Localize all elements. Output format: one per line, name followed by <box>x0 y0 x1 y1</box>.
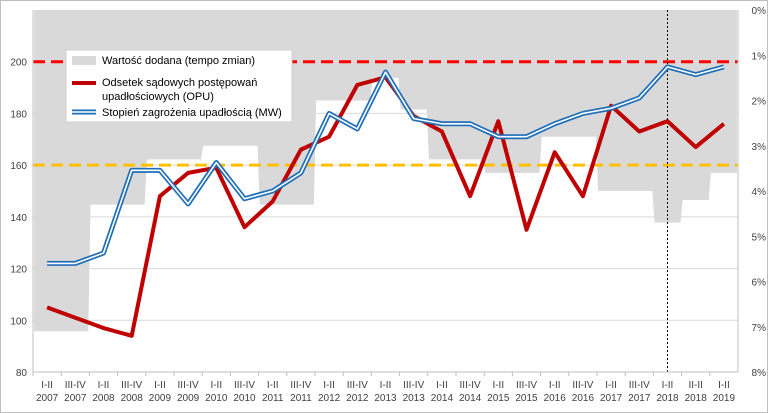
x-tick-label-period: III-IV <box>178 380 199 391</box>
line-mw-inner <box>47 66 725 265</box>
x-tick-label-period: I-II <box>718 380 730 391</box>
x-tick-label-year: 2015 <box>515 393 538 404</box>
x-tick-label-year: 2018 <box>656 393 679 404</box>
y-left-tick-label: 80 <box>16 368 28 379</box>
x-tick-label-period: III-IV <box>347 380 368 391</box>
x-tick-label-period: I-II <box>210 380 222 391</box>
x-tick-label-year: 2019 <box>713 393 736 404</box>
legend-label-area: Wartość dodana (tempo zmian) <box>102 55 255 67</box>
x-tick-label-year: 2010 <box>233 393 256 404</box>
x-tick-label-period: I-II <box>323 380 335 391</box>
x-tick-label-year: 2013 <box>374 393 397 404</box>
x-tick-label-period: III-IV <box>65 380 86 391</box>
x-tick-label-period: I-II <box>380 380 392 391</box>
x-tick-label-year: 2007 <box>64 393 87 404</box>
x-tick-label-period: III-IV <box>234 380 255 391</box>
legend-label-opu: Odsetek sądowych postępowań upadłościowyc… <box>102 77 257 103</box>
x-tick-label-period: III-IV <box>403 380 424 391</box>
x-tick-label-year: 2009 <box>149 393 172 404</box>
x-tick-label-year: 2017 <box>628 393 651 404</box>
x-tick-label-period: I-II <box>436 380 448 391</box>
x-tick-label-year: 2012 <box>346 393 369 404</box>
x-tick-label-year: 2010 <box>205 393 228 404</box>
x-tick-label-year: 2013 <box>403 393 426 404</box>
y-right-tick-label: 6% <box>752 278 767 289</box>
x-tick-label-period: III-IV <box>460 380 481 391</box>
x-tick-label-period: I-II <box>267 380 279 391</box>
x-tick-label-period: I-II <box>605 380 617 391</box>
y-right-tick-label: 0% <box>752 6 767 17</box>
legend-label-opu-line1: Odsetek sądowych postępowań <box>102 77 257 89</box>
y-left-tick-label: 120 <box>10 265 27 276</box>
x-tick-label-period: I-II <box>549 380 561 391</box>
x-tick-label-year: 2008 <box>92 393 115 404</box>
axes: 80 100 120 140 160 180 200 0% 1% 2% 3% 4% 5% 6% 7% 8% I-… <box>10 6 766 404</box>
x-tick-label-year: 2017 <box>600 393 623 404</box>
y-right-tick-label: 2% <box>752 97 767 108</box>
y-left-tick-label: 140 <box>10 213 27 224</box>
y-left-tick-label: 160 <box>10 161 27 172</box>
line-series <box>46 64 726 338</box>
y-left-tick-label: 200 <box>10 58 27 69</box>
x-tick-label-period: I-II <box>154 380 166 391</box>
y-right-tick-label: 8% <box>752 368 767 379</box>
x-tick-label-year: 2009 <box>177 393 200 404</box>
x-tick-label-year: 2018 <box>685 393 708 404</box>
y-left-tick-label: 180 <box>10 109 27 120</box>
x-tick-label-period: II-II <box>688 380 702 391</box>
x-tick-label-year: 2016 <box>572 393 595 404</box>
y-right-tick-label: 7% <box>752 323 767 334</box>
x-tick-label-period: III-IV <box>629 380 650 391</box>
legend-label-mw: Stopień zagrożenia upadłością (MW) <box>102 107 282 119</box>
x-tick-label-year: 2016 <box>544 393 567 404</box>
x-tick-label-period: III-IV <box>516 380 537 391</box>
x-tick-label-period: III-IV <box>572 380 593 391</box>
y-right-tick-label: 3% <box>752 142 767 153</box>
x-tick-label-year: 2011 <box>262 393 284 404</box>
x-tick-label-period: III-IV <box>121 380 142 391</box>
x-tick-label-year: 2015 <box>487 393 510 404</box>
x-tick-label-year: 2014 <box>431 393 454 404</box>
y-right-tick-label: 5% <box>752 232 767 243</box>
x-tick-label-period: I-II <box>98 380 110 391</box>
y-left-tick-label: 100 <box>10 316 27 327</box>
x-tick-label-period: III-IV <box>290 380 311 391</box>
x-tick-label-period: I-II <box>492 380 504 391</box>
x-tick-label-period: I-II <box>41 380 53 391</box>
y-right-tick-label: 1% <box>752 51 767 62</box>
legend-label-opu-line2: upadłościowych (OPU) <box>102 91 214 103</box>
x-tick-label-year: 2008 <box>121 393 144 404</box>
x-tick-label-year: 2012 <box>318 393 341 404</box>
x-tick-label-year: 2014 <box>459 393 482 404</box>
legend-box <box>65 49 293 123</box>
x-tick-label-year: 2011 <box>290 393 312 404</box>
legend-swatch-area <box>72 56 96 65</box>
x-tick-label-year: 2007 <box>36 393 59 404</box>
legend: Wartość dodana (tempo zmian) Odsetek sądo… <box>65 49 293 123</box>
x-tick-label-period: I-II <box>662 380 674 391</box>
y-right-tick-label: 4% <box>752 187 767 198</box>
